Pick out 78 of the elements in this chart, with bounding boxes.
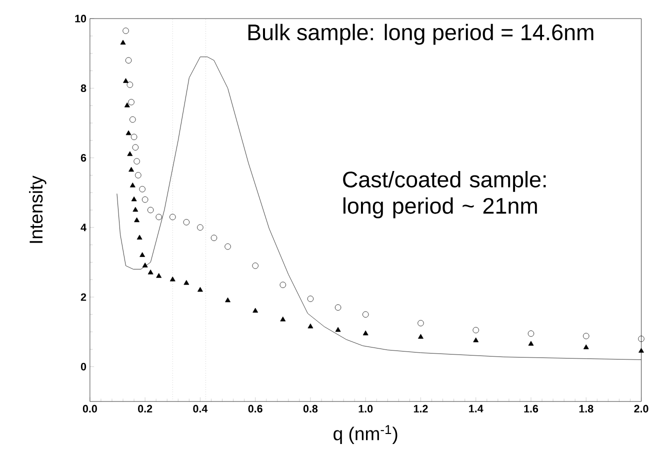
point (127, 151, 133, 156)
y-axis-title: Intensity (29, 176, 46, 243)
point (170, 214, 176, 220)
point (132, 206, 138, 212)
point (362, 311, 369, 318)
point (334, 304, 342, 311)
point (210, 234, 218, 242)
point (130, 116, 136, 123)
point (132, 144, 139, 151)
x-tick-label: 0.4 (193, 404, 208, 413)
point (528, 330, 534, 337)
point (472, 327, 479, 334)
y-tick-label: 8 (80, 84, 86, 92)
point (128, 99, 134, 106)
point (183, 219, 190, 226)
point (126, 130, 132, 136)
annotation: Cast/coated sample: long period ~ 21nm (343, 171, 546, 218)
point (134, 158, 140, 164)
point (638, 348, 644, 353)
point (638, 336, 644, 342)
x-tick-label: 1.4 (469, 404, 484, 412)
x-tick-label: 1.6 (524, 404, 538, 413)
point (148, 270, 154, 274)
point (125, 57, 132, 64)
y-tick-label: 4 (80, 224, 86, 232)
point (156, 273, 162, 278)
point (123, 78, 129, 83)
point (122, 28, 129, 34)
point (147, 206, 154, 214)
point (139, 186, 146, 192)
point (418, 334, 424, 339)
point (362, 330, 368, 336)
point (418, 320, 424, 326)
x-tick-label: 1.0 (358, 404, 373, 413)
point (252, 308, 258, 313)
x-axis-title: q (nm$^{-1}$) (334, 425, 398, 444)
x-tick-label: 0.2 (138, 404, 152, 413)
point (126, 82, 134, 88)
x-tick-label: 1.8 (579, 404, 594, 413)
y-tick-label: 0 (80, 362, 86, 371)
y-tick-label: 6 (80, 154, 86, 162)
point (184, 280, 190, 285)
point (130, 182, 136, 188)
point (473, 337, 479, 342)
point (224, 243, 231, 250)
y-tick-label: 10 (75, 14, 86, 22)
point (528, 340, 534, 346)
point (280, 282, 286, 288)
x-tick-label: 0.6 (248, 404, 262, 413)
point (120, 40, 126, 45)
point (197, 287, 203, 292)
point (170, 276, 176, 282)
point (583, 332, 590, 340)
x-tick-label: 0.8 (303, 404, 318, 413)
point (142, 262, 148, 268)
annotation: Bulk sample: long period = 14.6nm (248, 24, 594, 45)
point (140, 252, 146, 257)
x-tick-label: 2.0 (634, 404, 648, 413)
point (280, 316, 286, 322)
point (128, 166, 134, 172)
x-tick-label: 1.2 (414, 404, 428, 412)
point (142, 196, 148, 203)
point (307, 296, 314, 302)
point (252, 262, 258, 269)
y-tick-label: 2 (80, 293, 86, 301)
point (583, 344, 589, 350)
point (135, 172, 142, 178)
point (197, 224, 204, 231)
point (308, 324, 314, 328)
point (124, 102, 130, 108)
point (335, 327, 341, 332)
point (225, 297, 230, 302)
point (130, 134, 138, 140)
x-tick-label: 0.0 (82, 404, 97, 413)
point (136, 234, 142, 240)
point (131, 196, 137, 202)
point (156, 214, 162, 220)
point (134, 217, 140, 222)
